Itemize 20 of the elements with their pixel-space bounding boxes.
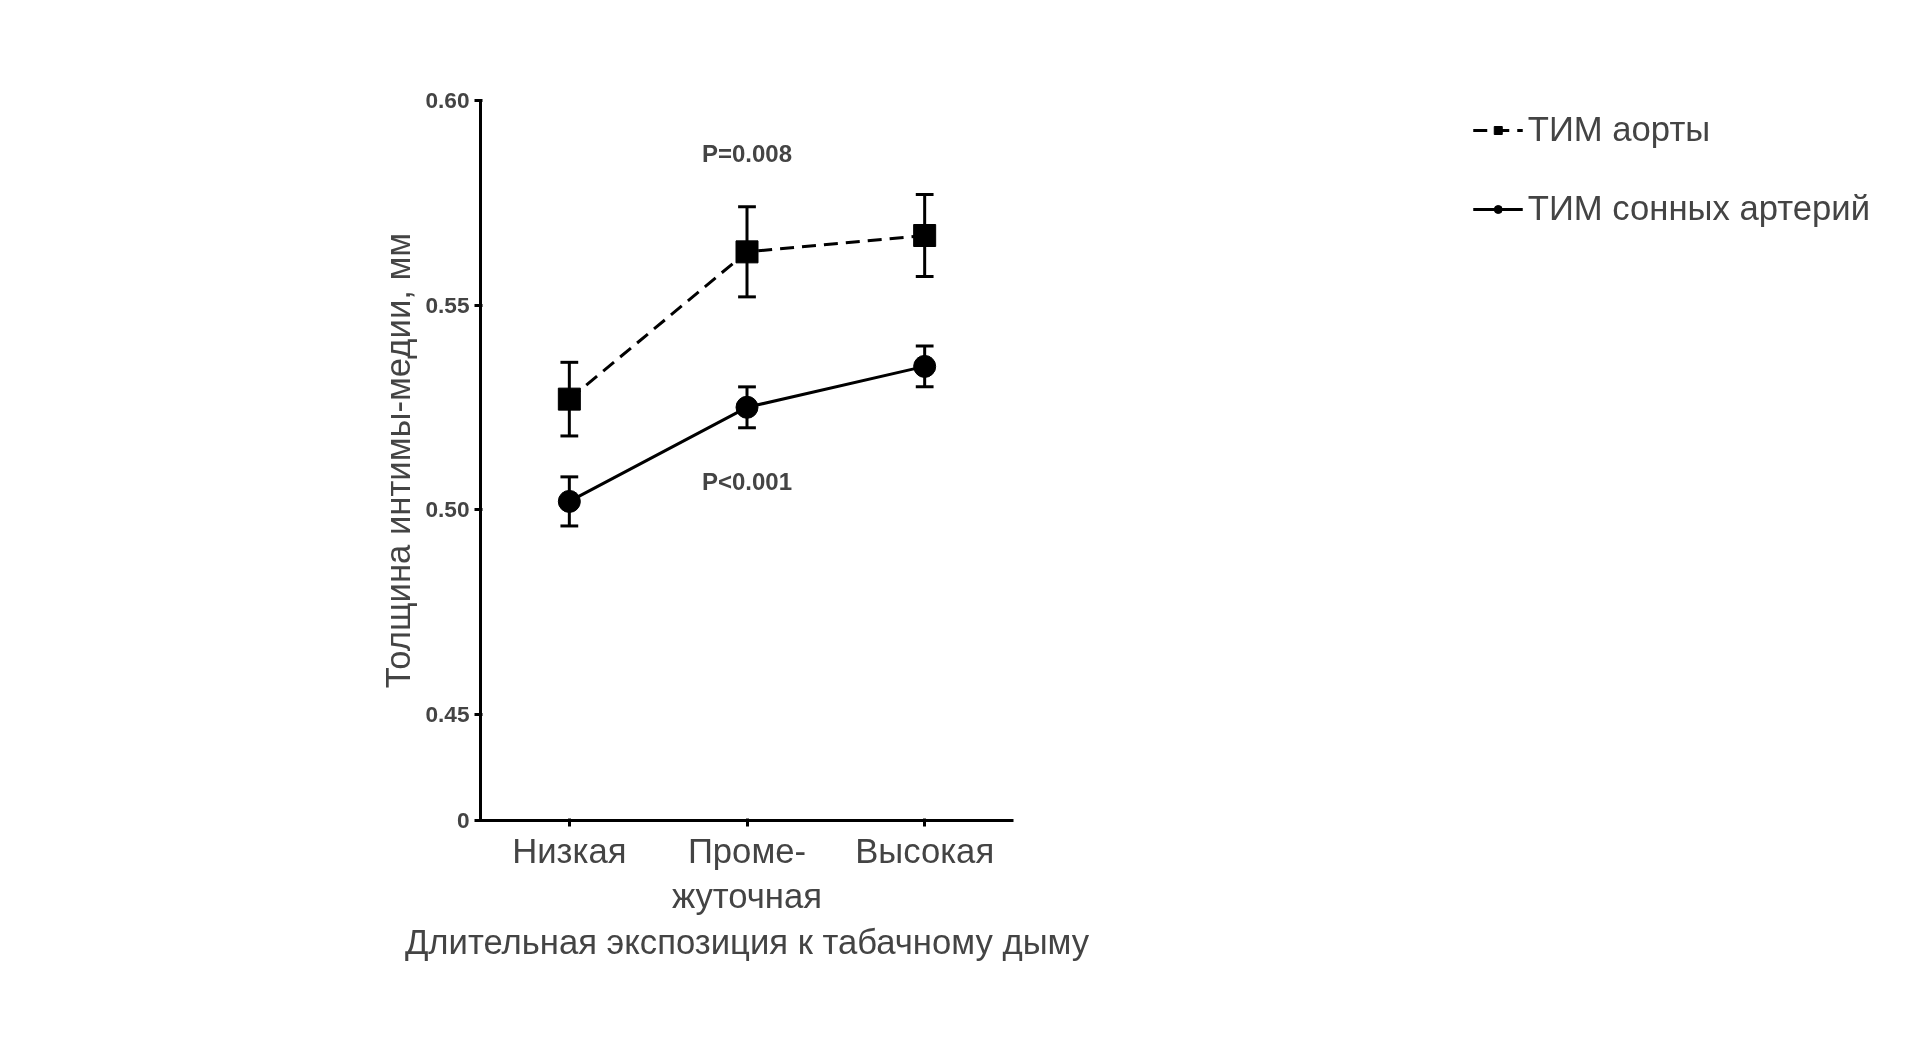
point xyxy=(557,387,581,411)
legend-label: ТИМ аорты xyxy=(1527,110,1711,149)
x-tick-label: Проме- жуточная xyxy=(671,831,823,916)
y-tick-label: 0.45 xyxy=(425,700,470,727)
y-tick-label: 0.60 xyxy=(425,87,470,113)
point xyxy=(557,489,581,513)
x-tick-label: Низкая xyxy=(512,831,627,870)
annotation: P=0.008 xyxy=(701,139,793,167)
y-axis-title: Толщина интимы-медии, мм xyxy=(379,232,418,689)
point xyxy=(735,395,759,419)
legend-label: ТИМ сонных артерий xyxy=(1527,189,1870,228)
x-tick-label: Высокая xyxy=(855,831,995,870)
point xyxy=(913,354,937,378)
y-tick-label: 0.50 xyxy=(425,496,470,523)
point xyxy=(735,240,759,264)
y-tick-label: 0 xyxy=(456,807,470,833)
x-axis-title: Длительная экспозиция к табачному дыму xyxy=(404,923,1090,962)
annotation: P<0.001 xyxy=(701,467,793,495)
y-tick-label: 0.55 xyxy=(425,291,470,318)
point xyxy=(913,224,937,247)
